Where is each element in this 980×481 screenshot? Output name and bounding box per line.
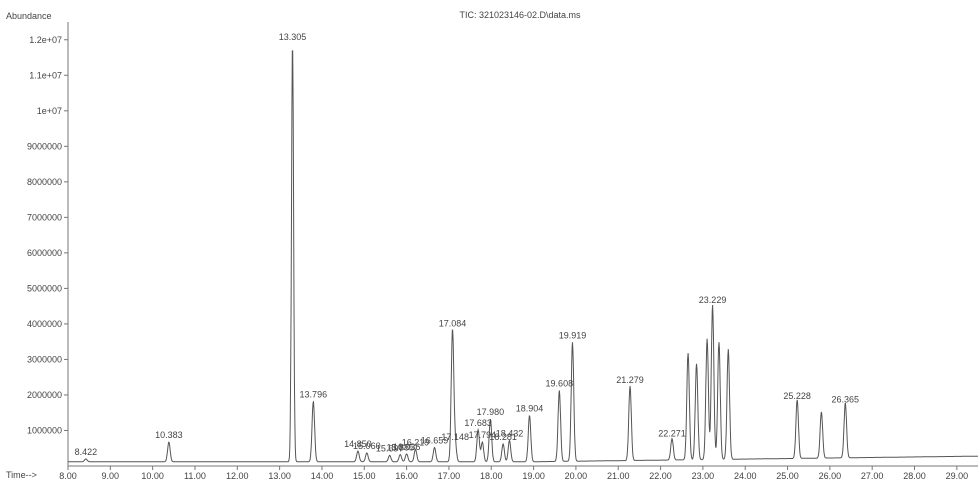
peak-label: 21.279 xyxy=(616,375,644,385)
peak-label: 17.148 xyxy=(441,432,469,442)
peak-label: 25.228 xyxy=(783,391,811,401)
peak-label: 18.432 xyxy=(496,428,524,438)
peak-label: 16.659 xyxy=(421,436,449,446)
x-tick-label: 22.00 xyxy=(649,471,672,481)
x-tick-label: 20.00 xyxy=(565,471,588,481)
peak-label: 17.980 xyxy=(477,407,505,417)
x-tick-label: 19.00 xyxy=(522,471,545,481)
peak-label: 19.608 xyxy=(546,379,574,389)
y-tick-label: 7000000 xyxy=(27,212,62,222)
peak-label: 19.919 xyxy=(559,331,587,341)
y-tick-label: 9000000 xyxy=(27,141,62,151)
peak-label: 15.885 xyxy=(386,443,414,453)
x-tick-label: 14.00 xyxy=(311,471,334,481)
peak-label: 13.796 xyxy=(300,389,328,399)
x-tick-label: 23.00 xyxy=(692,471,715,481)
x-tick-label: 28.00 xyxy=(903,471,926,481)
x-tick-label: 18.00 xyxy=(480,471,503,481)
peak-label: 16.036 xyxy=(393,442,421,452)
x-tick-label: 15.00 xyxy=(353,471,376,481)
peak-label: 22.271 xyxy=(658,428,686,438)
peak-label: 23.229 xyxy=(699,295,727,305)
peak-label: 18.281 xyxy=(489,432,517,442)
x-tick-label: 27.00 xyxy=(861,471,884,481)
y-tick-label: 3000000 xyxy=(27,354,62,364)
x-tick-label: 12.00 xyxy=(226,471,249,481)
peak-label: 26.365 xyxy=(832,395,860,405)
axis-ticks: 8.00 9.00 10.00 11.00 12.00 13.00 14.00 15.00 16… xyxy=(27,35,968,481)
x-tick-label: 8.00 xyxy=(59,471,77,481)
peak-label: 16.219 xyxy=(402,437,430,447)
x-tick-label: 16.00 xyxy=(395,471,418,481)
x-tick-label: 11.00 xyxy=(184,471,206,481)
x-tick-label: 24.00 xyxy=(734,471,757,481)
peak-labels: 8.422 10.383 13.305 13.796 14.85015.06015.69… xyxy=(75,32,859,457)
tic-trace xyxy=(68,50,978,463)
peak-label: 17.683 xyxy=(464,418,492,428)
peak-label: 15.060 xyxy=(353,441,381,451)
y-tick-label: 1.1e+07 xyxy=(29,70,62,80)
y-tick-label: 5000000 xyxy=(27,283,62,293)
peak-label: 15.697 xyxy=(376,443,404,453)
chart-title: TIC: 321023146-02.D\data.ms xyxy=(459,10,581,20)
peak-label: 14.850 xyxy=(344,439,372,449)
y-axis-title: Abundance xyxy=(6,11,52,21)
x-tick-label: 29.00 xyxy=(946,471,969,481)
peak-label: 17.084 xyxy=(439,318,467,328)
x-tick-label: 21.00 xyxy=(607,471,630,481)
x-tick-label: 26.00 xyxy=(819,471,842,481)
x-tick-label: 17.00 xyxy=(438,471,461,481)
x-tick-label: 25.00 xyxy=(776,471,799,481)
y-tick-label: 4000000 xyxy=(27,319,62,329)
peak-label: 13.305 xyxy=(279,32,307,42)
y-tick-label: 1.2e+07 xyxy=(29,35,62,45)
peak-label: 10.383 xyxy=(155,430,183,440)
x-tick-label: 9.00 xyxy=(102,471,120,481)
peak-label: 17.794 xyxy=(469,430,497,440)
y-tick-label: 2000000 xyxy=(27,390,62,400)
y-tick-label: 1000000 xyxy=(27,425,62,435)
y-tick-label: 1e+07 xyxy=(37,106,62,116)
peak-label: 8.422 xyxy=(75,447,98,457)
x-axis-title: Time--> xyxy=(6,470,37,480)
x-tick-label: 10.00 xyxy=(141,471,164,481)
x-tick-label: 13.00 xyxy=(268,471,291,481)
peak-label: 18.904 xyxy=(516,404,544,414)
y-tick-label: 8000000 xyxy=(27,177,62,187)
y-tick-label: 6000000 xyxy=(27,248,62,258)
